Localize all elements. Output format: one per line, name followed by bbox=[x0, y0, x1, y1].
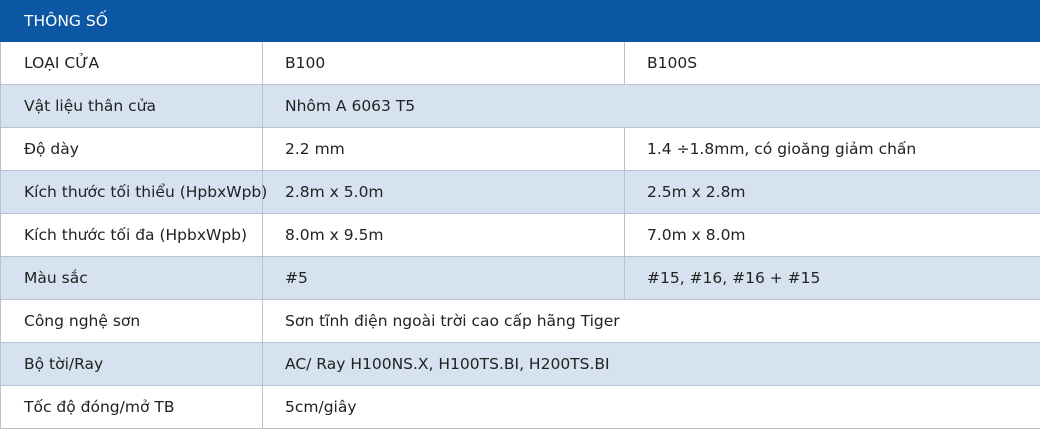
row-label-color: Màu sắc bbox=[1, 257, 263, 300]
table-row-paint-tech: Công nghệ sơn Sơn tĩnh điện ngoài trời c… bbox=[1, 300, 1040, 343]
row-label-thickness: Độ dày bbox=[1, 128, 263, 171]
row-label-paint-tech: Công nghệ sơn bbox=[1, 300, 263, 343]
cell-color-b100s: #15, #16, #16 + #15 bbox=[625, 257, 1040, 300]
row-label-speed: Tốc độ đóng/mở TB bbox=[1, 386, 263, 429]
table-row-motor-rail: Bộ tời/Ray AC/ Ray H100NS.X, H100TS.BI, … bbox=[1, 343, 1040, 386]
table-row-speed: Tốc độ đóng/mở TB 5cm/giây bbox=[1, 386, 1040, 429]
table-row-color: Màu sắc #5 #15, #16, #16 + #15 bbox=[1, 257, 1040, 300]
table-title: THÔNG SỐ bbox=[1, 1, 1040, 42]
cell-thickness-b100: 2.2 mm bbox=[263, 128, 625, 171]
row-label-material: Vật liệu thân cửa bbox=[1, 85, 263, 128]
cell-door-type-b100: B100 bbox=[263, 42, 625, 85]
cell-min-size-b100: 2.8m x 5.0m bbox=[263, 171, 625, 214]
cell-door-type-b100s: B100S bbox=[625, 42, 1040, 85]
row-label-min-size: Kích thước tối thiểu (HpbxWpb) bbox=[1, 171, 263, 214]
table-row-min-size: Kích thước tối thiểu (HpbxWpb) 2.8m x 5.… bbox=[1, 171, 1040, 214]
cell-max-size-b100s: 7.0m x 8.0m bbox=[625, 214, 1040, 257]
cell-color-b100: #5 bbox=[263, 257, 625, 300]
cell-motor-rail-value: AC/ Ray H100NS.X, H100TS.BI, H200TS.BI bbox=[263, 343, 1040, 386]
row-label-max-size: Kích thước tối đa (HpbxWpb) bbox=[1, 214, 263, 257]
table-row-door-type: LOẠI CỬA B100 B100S bbox=[1, 42, 1040, 85]
table-row-thickness: Độ dày 2.2 mm 1.4 ÷1.8mm, có gioăng giảm… bbox=[1, 128, 1040, 171]
cell-thickness-b100s: 1.4 ÷1.8mm, có gioăng giảm chấn bbox=[625, 128, 1040, 171]
cell-material-value: Nhôm A 6063 T5 bbox=[263, 85, 1040, 128]
cell-paint-tech-value: Sơn tĩnh điện ngoài trời cao cấp hãng Ti… bbox=[263, 300, 1040, 343]
table-row-max-size: Kích thước tối đa (HpbxWpb) 8.0m x 9.5m … bbox=[1, 214, 1040, 257]
table-header-row: THÔNG SỐ bbox=[1, 1, 1040, 42]
cell-max-size-b100: 8.0m x 9.5m bbox=[263, 214, 625, 257]
row-label-door-type: LOẠI CỬA bbox=[1, 42, 263, 85]
cell-min-size-b100s: 2.5m x 2.8m bbox=[625, 171, 1040, 214]
table-row-material: Vật liệu thân cửa Nhôm A 6063 T5 bbox=[1, 85, 1040, 128]
cell-speed-value: 5cm/giây bbox=[263, 386, 1040, 429]
row-label-motor-rail: Bộ tời/Ray bbox=[1, 343, 263, 386]
